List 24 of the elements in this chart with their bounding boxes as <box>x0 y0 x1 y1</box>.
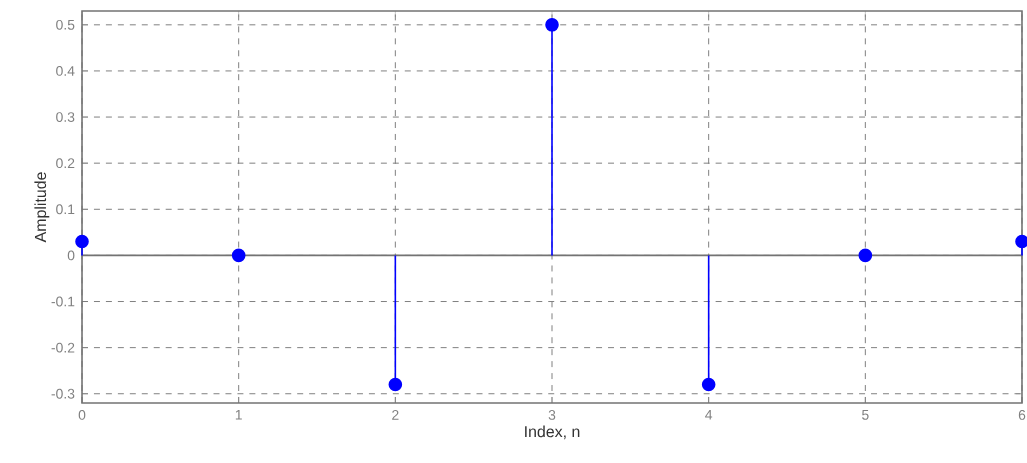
y-tick-label: 0.2 <box>56 158 75 169</box>
x-tick-label: 0 <box>78 410 86 420</box>
y-tick-label: -0.1 <box>51 296 75 307</box>
x-tick-label: 4 <box>705 410 713 420</box>
point <box>858 248 873 263</box>
y-tick-label: 0.3 <box>56 112 75 122</box>
x-tick-label: 2 <box>392 410 399 420</box>
point <box>701 377 716 392</box>
point <box>388 377 403 392</box>
y-tick-label: -0.3 <box>51 388 75 399</box>
y-tick-label: -0.2 <box>51 342 75 353</box>
x-tick-label: 6 <box>1018 410 1026 420</box>
x-tick-label: 5 <box>862 410 869 420</box>
y-tick-label: 0.4 <box>56 66 75 76</box>
x-tick-label: 3 <box>548 410 556 420</box>
point <box>231 248 246 263</box>
x-axis-title: Index, n <box>525 425 580 440</box>
y-tick-label: 0.1 <box>56 204 75 215</box>
y-tick-label: 0 <box>67 250 75 261</box>
x-tick-label: 1 <box>235 410 242 420</box>
point <box>545 18 559 32</box>
point <box>75 234 89 249</box>
y-tick-label: 0.5 <box>56 19 75 30</box>
y-axis-title: Amplitude <box>34 172 50 243</box>
